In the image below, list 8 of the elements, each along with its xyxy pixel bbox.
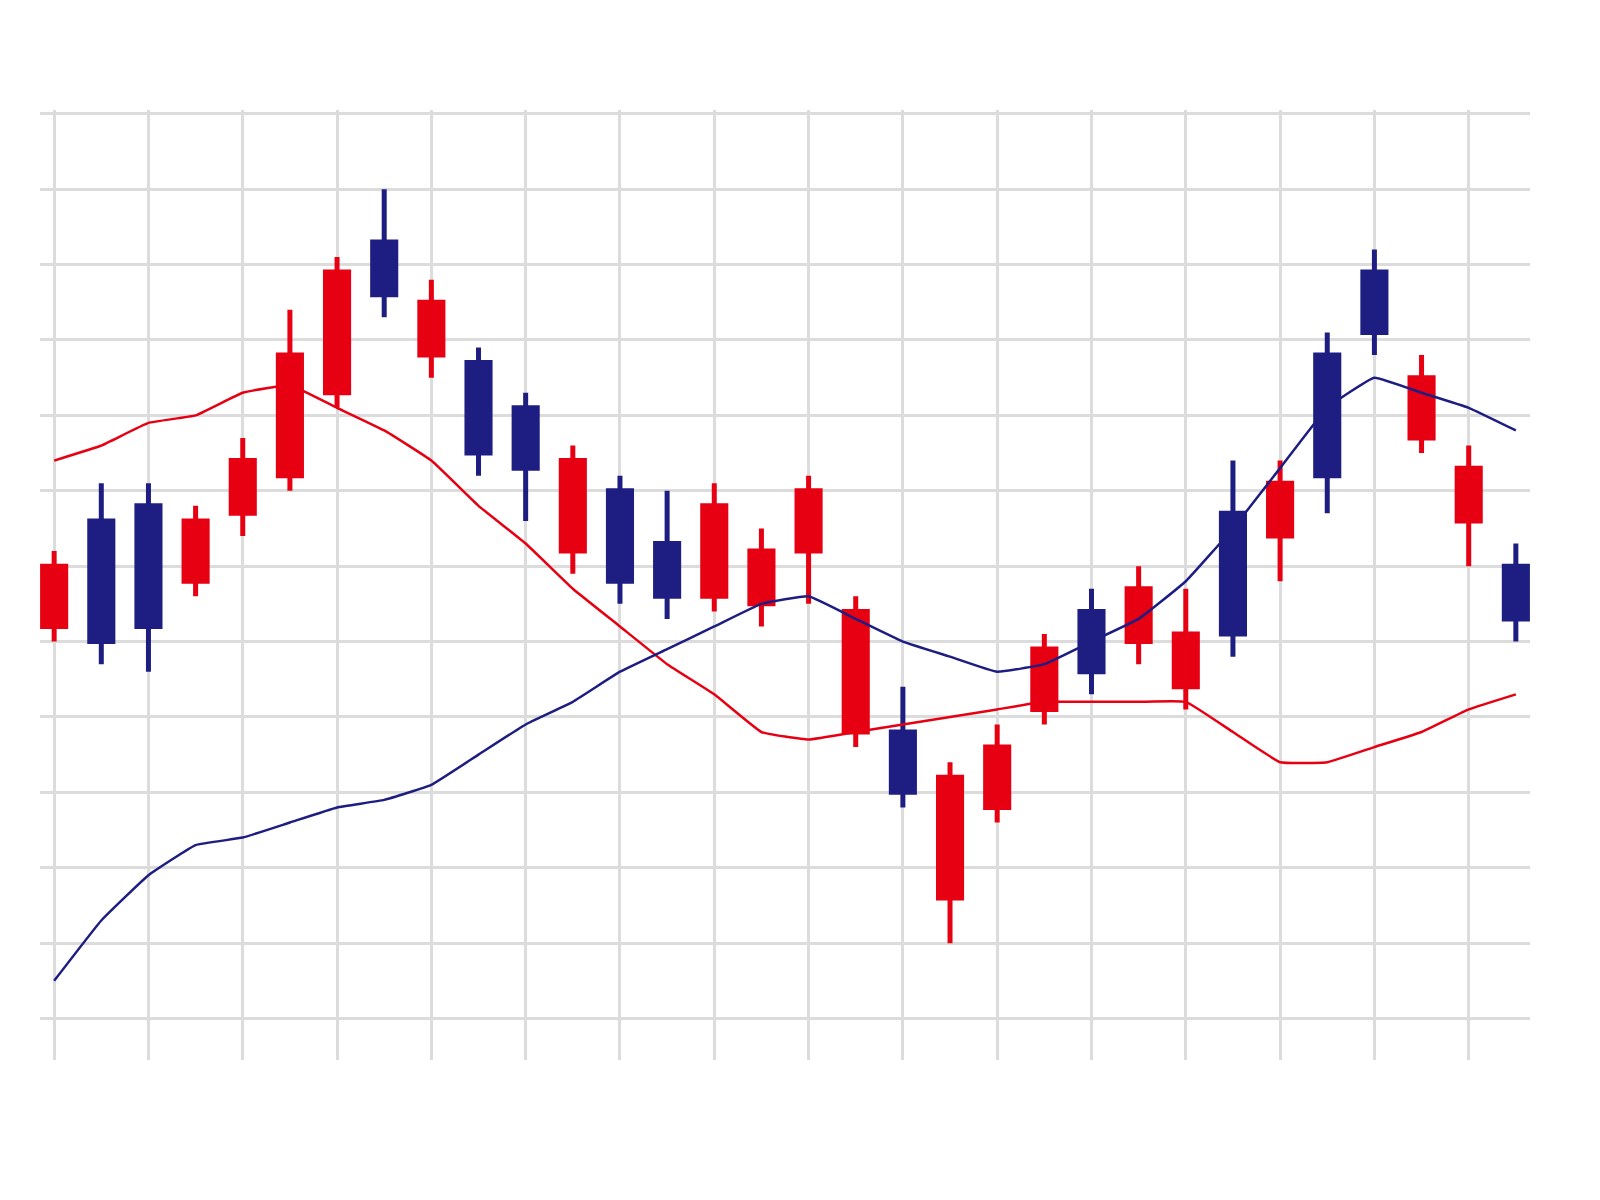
candlestick (983, 724, 1012, 823)
candlestick (181, 505, 210, 597)
candlestick (1171, 588, 1200, 710)
candlestick (888, 686, 917, 808)
candlestick (1360, 249, 1389, 356)
candlestick (1077, 588, 1106, 695)
candlestick (1454, 445, 1483, 567)
candlestick (1266, 460, 1295, 582)
